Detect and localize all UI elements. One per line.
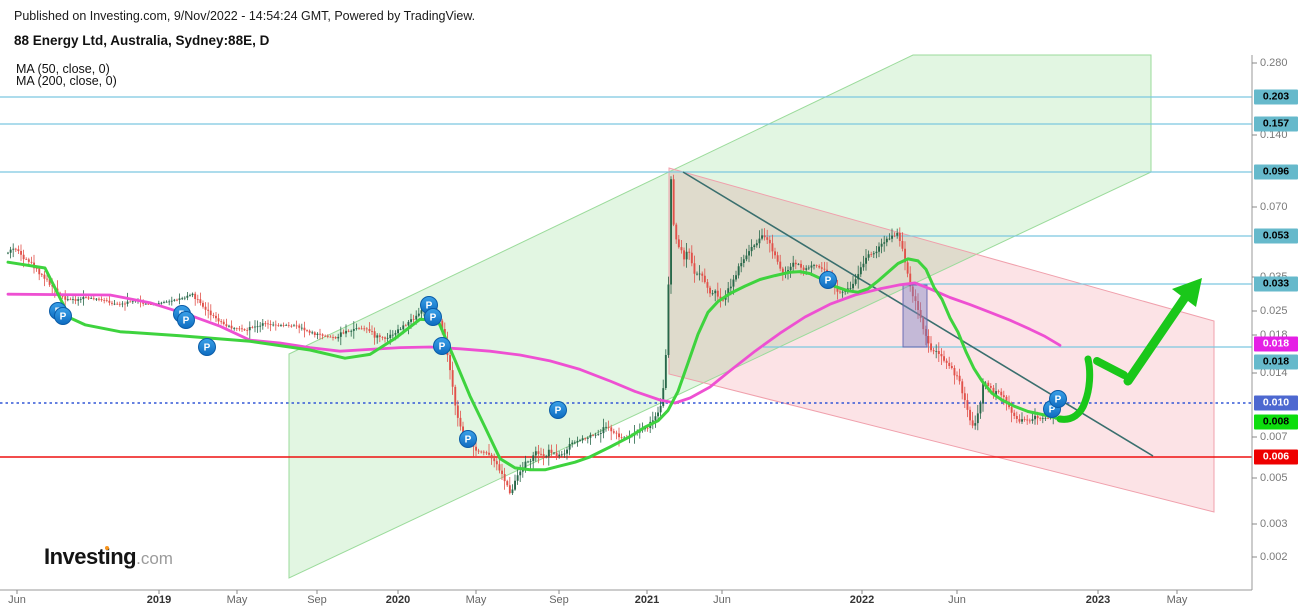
p-marker[interactable]: P bbox=[459, 430, 477, 448]
y-axis-tick-label: 0.140 bbox=[1260, 129, 1288, 141]
bullish-arrow-annotation bbox=[1056, 278, 1202, 423]
red-price-badge: 0.006 bbox=[1254, 449, 1298, 465]
y-axis-tick-label: 0.005 bbox=[1260, 472, 1288, 484]
magenta-price-badge: 0.018 bbox=[1254, 336, 1298, 352]
y-axis-tick-label: 0.025 bbox=[1260, 305, 1288, 317]
svg-text:P: P bbox=[60, 312, 67, 323]
instrument-title: 88 Energy Ltd, Australia, Sydney:88E, D bbox=[14, 33, 270, 48]
x-axis-tick-label: 2021 bbox=[634, 594, 660, 606]
arrow-head-icon bbox=[1172, 278, 1202, 307]
svg-text:P: P bbox=[183, 316, 190, 327]
logo-orange-dot-icon bbox=[105, 546, 110, 550]
p-marker[interactable]: P bbox=[433, 337, 451, 355]
y-axis-tick-label: 0.003 bbox=[1260, 518, 1288, 530]
p-marker[interactable]: P bbox=[198, 338, 216, 356]
trend-channels bbox=[288, 54, 1215, 579]
y-axis-tick-label: 0.007 bbox=[1260, 431, 1288, 443]
teal-price-badge: 0.053 bbox=[1254, 228, 1298, 244]
arrow-dash bbox=[1093, 357, 1128, 379]
x-axis-tick-label: Jun bbox=[948, 594, 966, 606]
investing-logo-suffix: .com bbox=[136, 549, 173, 568]
teal-price-badge: 0.157 bbox=[1254, 116, 1298, 132]
p-marker[interactable]: P bbox=[177, 311, 195, 329]
investing-logo-text: Investi ng bbox=[44, 544, 137, 569]
teal-price-badge: 0.033 bbox=[1254, 276, 1298, 292]
svg-text:P: P bbox=[439, 342, 446, 353]
x-axis-tick-label: 2020 bbox=[385, 594, 411, 606]
x-axis-tick-label: Sep bbox=[549, 594, 569, 606]
highlight-box bbox=[902, 284, 928, 348]
y-axis-tick-label: 0.070 bbox=[1260, 201, 1288, 213]
p-marker[interactable]: P bbox=[54, 307, 72, 325]
svg-text:P: P bbox=[426, 301, 433, 312]
p-markers: PPPPPPPPPPPPP bbox=[49, 271, 1067, 448]
y-axis-tick-label: 0.014 bbox=[1260, 367, 1288, 379]
teal-price-badge: 0.096 bbox=[1254, 164, 1298, 180]
p-marker[interactable]: P bbox=[819, 271, 837, 289]
y-axis-tick-label: 0.280 bbox=[1260, 57, 1288, 69]
ma50-line bbox=[6, 257, 1060, 472]
svg-text:P: P bbox=[555, 406, 562, 417]
published-info-line: Published on Investing.com, 9/Nov/2022 -… bbox=[14, 9, 476, 23]
svg-text:P: P bbox=[825, 276, 832, 287]
x-axis-tick-label: 2022 bbox=[849, 594, 875, 606]
horizontal-levels bbox=[0, 96, 1252, 458]
pink-descending-channel bbox=[669, 168, 1214, 512]
teal-price-badge: 0.203 bbox=[1254, 89, 1298, 105]
arrow-swoosh bbox=[1056, 355, 1094, 423]
x-axis-tick-label: May bbox=[465, 594, 487, 606]
green-price-badge: 0.008 bbox=[1254, 414, 1298, 430]
ma50-legend-label: MA (50, close, 0) bbox=[16, 62, 110, 76]
x-axis-tick-label: 2019 bbox=[146, 594, 172, 606]
svg-text:P: P bbox=[204, 343, 211, 354]
svg-text:P: P bbox=[1049, 405, 1056, 416]
x-axis-tick-label: Sep bbox=[307, 594, 327, 606]
blue-price-badge: 0.010 bbox=[1254, 395, 1298, 411]
investing-logo: Investi ng.com bbox=[44, 544, 173, 570]
x-axis-tick-label: May bbox=[226, 594, 248, 606]
p-marker[interactable]: P bbox=[424, 308, 442, 326]
x-axis-tick-label: Jun bbox=[713, 594, 731, 606]
svg-text:P: P bbox=[465, 435, 472, 446]
x-axis-tick-label: Jun bbox=[8, 594, 26, 606]
x-axis-tick-label: May bbox=[1166, 594, 1188, 606]
teal-price-badge: 0.018 bbox=[1254, 354, 1298, 370]
svg-text:P: P bbox=[430, 313, 437, 324]
axes bbox=[0, 55, 1257, 594]
ma200-legend-label: MA (200, close, 0) bbox=[16, 74, 117, 88]
svg-text:P: P bbox=[1055, 395, 1062, 406]
y-axis-tick-label: 0.002 bbox=[1260, 551, 1288, 563]
arrow-shaft bbox=[1123, 291, 1191, 386]
x-axis-tick-label: 2023 bbox=[1085, 594, 1111, 606]
p-marker[interactable]: P bbox=[549, 401, 567, 419]
p-marker[interactable]: P bbox=[1049, 390, 1067, 408]
